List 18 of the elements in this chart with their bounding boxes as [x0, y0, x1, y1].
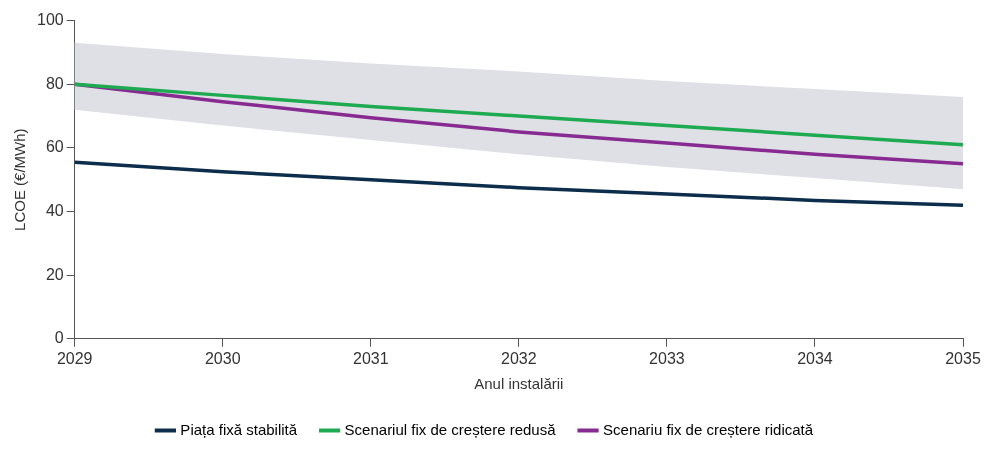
legend-label: Piața fixă stabilită — [180, 420, 298, 438]
legend-label: Scenariul fix de creștere redusă — [344, 420, 557, 438]
x-tick-label: 2034 — [797, 349, 833, 367]
y-tick-label: 20 — [45, 265, 64, 283]
x-tick-label: 2030 — [204, 349, 241, 367]
y-tick-label: 40 — [45, 201, 64, 219]
y-tick-label: 0 — [54, 329, 64, 347]
x-tick-label: 2029 — [56, 349, 93, 367]
x-tick-label: 2033 — [649, 349, 685, 367]
x-tick-label: 2035 — [945, 349, 981, 367]
y-tick-label: 80 — [45, 74, 64, 92]
x-tick-label: 2032 — [501, 349, 537, 367]
legend-label: Scenariu fix de creștere ridicată — [603, 420, 814, 438]
y-tick-label: 100 — [36, 11, 64, 29]
y-tick-label: 60 — [45, 138, 64, 156]
y-axis-title: LCOE (€/MWh) — [11, 128, 29, 231]
x-axis-title: Anul instalării — [474, 375, 564, 393]
x-tick-label: 2031 — [353, 349, 389, 367]
